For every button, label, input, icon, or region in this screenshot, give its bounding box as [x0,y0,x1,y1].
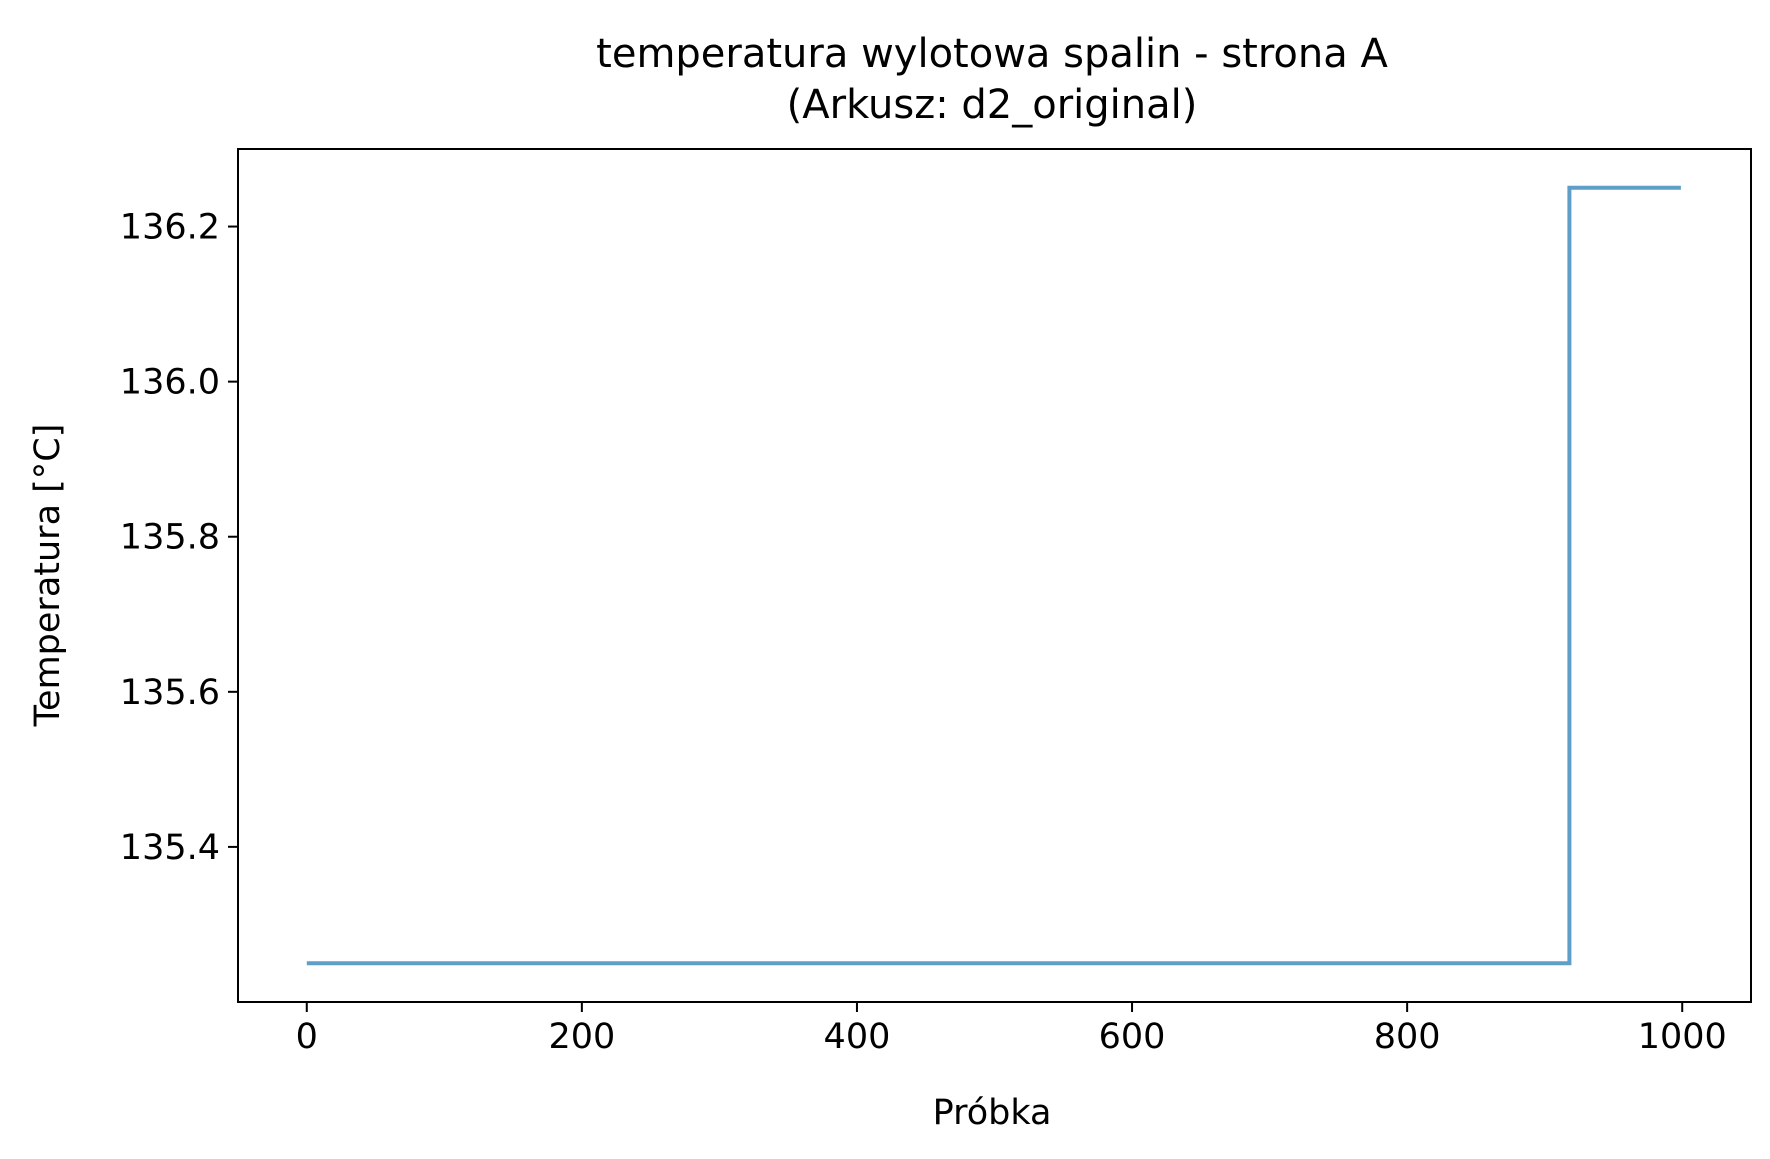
chart-title: temperatura wylotowa spalin - strona A [596,31,1388,77]
y-tick-label: 136.2 [120,208,220,248]
x-tick-label: 600 [1099,1017,1166,1057]
y-tick-label: 136.0 [120,363,220,403]
x-tick-label: 400 [824,1017,891,1057]
chart-subtitle: (Arkusz: d2_original) [787,82,1198,128]
y-tick-label: 135.8 [120,518,220,558]
x-axis: 0 200 400 600 800 1000 [296,1002,1727,1057]
series-layer [306,185,1681,966]
x-tick-label: 0 [296,1017,318,1057]
y-tick-label: 135.4 [120,828,220,868]
y-axis-label: Temperatura [°C] [28,424,68,728]
x-axis-label: Próbka [933,1093,1052,1133]
y-axis: 135.4 135.6 135.8 136.0 136.2 [120,208,238,868]
plot-area [237,148,1752,1003]
series-line [306,185,1681,966]
x-tick-label: 1000 [1638,1017,1727,1057]
y-tick-label: 135.6 [120,673,220,713]
x-tick-label: 800 [1374,1017,1441,1057]
plot-frame [237,148,1752,1003]
x-tick-label: 200 [548,1017,615,1057]
